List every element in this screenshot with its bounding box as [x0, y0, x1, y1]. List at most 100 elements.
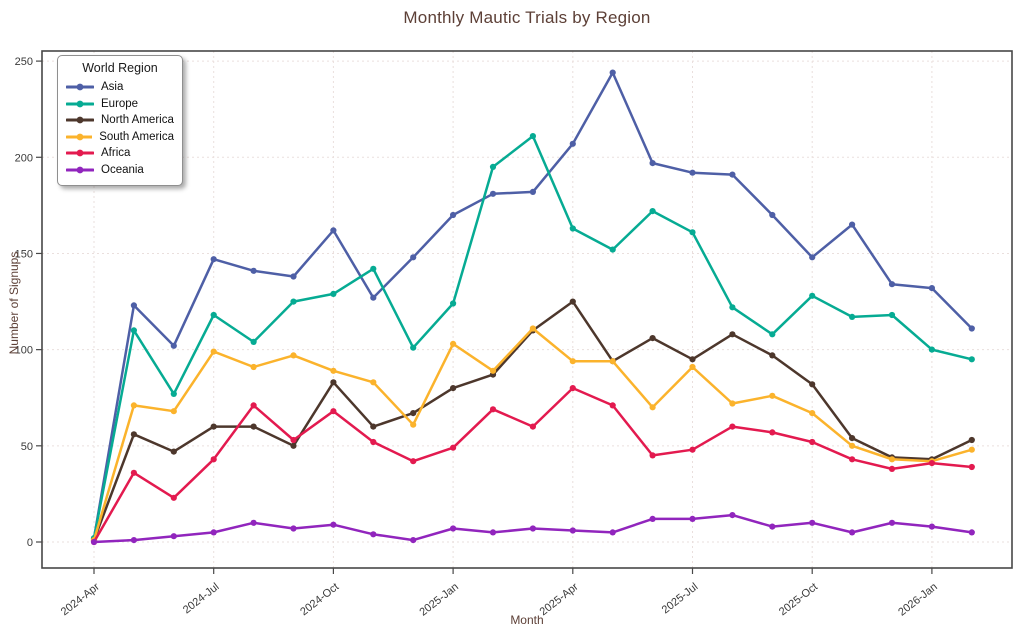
x-tick-label-2025-Jul: 2025-Jul [660, 581, 701, 616]
marker-oceania-2024-May [130, 537, 137, 544]
marker-africa-2025-Jul [689, 446, 696, 453]
marker-north-america-2024-Jul [210, 423, 217, 430]
marker-asia-2025-May [609, 69, 616, 76]
marker-north-america-2024-May [130, 431, 137, 438]
y-tick-label-200: 200 [15, 152, 33, 164]
marker-europe-2024-May [130, 327, 137, 334]
legend-item-europe: Europe [66, 96, 174, 113]
marker-europe-2025-Aug [729, 304, 736, 311]
marker-africa-2025-Mar [529, 423, 537, 430]
marker-north-america-2024-Sep [290, 442, 297, 449]
marker-north-america-2024-Aug [250, 423, 257, 430]
marker-oceania-2025-Jul [689, 515, 696, 523]
marker-asia-2026-Jan [928, 285, 936, 292]
marker-europe-2024-Jul [210, 311, 217, 319]
marker-south-america-2025-Jun [649, 404, 656, 411]
marker-north-america-2025-Jul [689, 356, 696, 363]
marker-asia-2025-Oct [809, 254, 816, 261]
marker-europe-2024-Jun [170, 390, 177, 397]
marker-asia-2025-Nov [849, 221, 856, 228]
marker-africa-2025-May [609, 402, 616, 409]
marker-africa-2026-Jan [928, 460, 936, 467]
marker-south-america-2025-May [609, 358, 616, 365]
legend-line-swatch-north-america [66, 116, 94, 124]
marker-north-america-2025-Jan [450, 385, 457, 392]
marker-africa-2024-Dec [410, 458, 417, 465]
marker-south-america-2024-Aug [250, 363, 257, 371]
marker-europe-2024-Oct [330, 290, 337, 297]
series-line-asia [92, 71, 974, 540]
marker-africa-2024-Sep [290, 436, 297, 444]
marker-oceania-2025-Oct [809, 519, 816, 526]
marker-europe-2025-Sep [769, 331, 776, 338]
marker-europe-2024-Dec [410, 344, 417, 351]
marker-africa-2025-Aug [729, 423, 736, 430]
marker-oceania-2025-Dec [888, 519, 896, 526]
marker-europe-2024-Aug [250, 338, 257, 345]
legend-item-north-america: North America [66, 112, 174, 129]
legend-line-swatch-asia [66, 83, 94, 91]
marker-europe-2025-Dec [888, 311, 896, 319]
legend-title: World Region [82, 61, 158, 75]
marker-south-america-2025-Mar [529, 325, 537, 332]
marker-north-america-2025-Nov [849, 435, 856, 442]
marker-oceania-2025-Nov [849, 529, 856, 536]
marker-south-america-2025-Nov [849, 442, 856, 449]
marker-europe-2025-Nov [849, 313, 856, 320]
legend-label-oceania: Oceania [101, 163, 144, 176]
marker-south-america-2024-May [130, 402, 137, 409]
legend-label-africa: Africa [101, 147, 131, 160]
marker-asia-2025-Jan [450, 211, 457, 219]
marker-asia-2026-Feb [968, 325, 975, 332]
y-axis-label: Number of Signups [7, 251, 21, 355]
marker-oceania-2024-Aug [250, 519, 257, 526]
legend-item-asia: Asia [66, 79, 174, 96]
marker-africa-2024-Jun [170, 494, 177, 501]
marker-europe-2025-Mar [529, 133, 537, 140]
marker-europe-2026-Feb [968, 356, 975, 363]
marker-europe-2025-Feb [489, 163, 497, 170]
marker-asia-2025-Jun [649, 160, 656, 167]
marker-africa-2025-Dec [888, 465, 896, 472]
legend-label-asia: Asia [101, 81, 124, 94]
series-line-north-america [92, 300, 974, 542]
marker-asia-2024-Sep [290, 273, 297, 280]
marker-oceania-2024-Jul [210, 529, 217, 536]
plot-border [41, 50, 1013, 569]
marker-oceania-2024-Dec [410, 537, 417, 544]
marker-south-america-2025-Feb [489, 367, 497, 374]
legend-label-europe: Europe [101, 97, 139, 110]
marker-north-america-2024-Oct [330, 379, 337, 386]
marker-north-america-2024-Jun [170, 448, 177, 455]
y-tick-label-250: 250 [15, 56, 33, 68]
marker-south-america-2025-Sep [769, 392, 776, 399]
marker-north-america-2025-Oct [809, 381, 816, 388]
marker-south-america-2024-Sep [290, 352, 297, 359]
marker-africa-2024-Aug [250, 402, 257, 409]
marker-europe-2025-Apr [569, 225, 576, 232]
marker-asia-2024-Dec [410, 254, 417, 261]
marker-north-america-2025-Apr [569, 298, 576, 305]
marker-africa-2026-Feb [968, 463, 975, 471]
marker-asia-2024-May [130, 302, 137, 309]
marker-south-america-2025-Apr [569, 358, 576, 365]
marker-europe-2025-Jan [450, 300, 457, 307]
marker-asia-2025-Sep [769, 211, 776, 219]
marker-asia-2024-Oct [330, 227, 337, 234]
marker-oceania-2025-Jun [649, 515, 656, 523]
series-line-europe [92, 134, 974, 540]
marker-africa-2024-Jul [210, 456, 217, 463]
marker-asia-2024-Jun [170, 342, 177, 349]
marker-oceania-2026-Jan [928, 523, 936, 530]
marker-asia-2024-Jul [210, 256, 217, 263]
marker-africa-2024-May [130, 469, 137, 476]
marker-south-america-2025-Oct [809, 410, 816, 417]
marker-south-america-2024-Jun [170, 408, 177, 415]
y-tick-label-50: 50 [21, 441, 33, 453]
marker-oceania-2024-Nov [370, 531, 377, 538]
marker-africa-2025-Sep [769, 429, 776, 436]
marker-oceania-2025-Sep [769, 523, 776, 530]
marker-europe-2024-Sep [290, 298, 297, 305]
marker-south-america-2024-Dec [410, 421, 417, 428]
